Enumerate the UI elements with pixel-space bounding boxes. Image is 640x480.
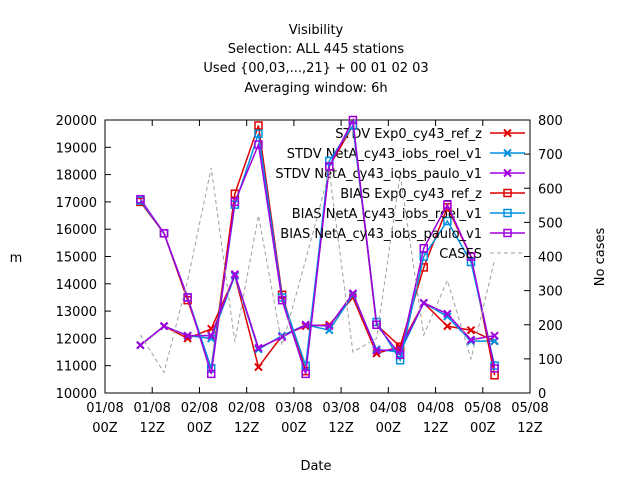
- x-tick-label: 03/08 00Z: [275, 401, 312, 436]
- point: [159, 321, 169, 331]
- y-tick-label: 13000: [56, 305, 97, 320]
- chart-subtitle: Selection: ALL 445 stations: [228, 42, 405, 57]
- point: [372, 320, 381, 329]
- point: [325, 321, 334, 331]
- x-tick-label: 02/08 00Z: [181, 401, 218, 436]
- y2-tick-label: 700: [538, 148, 563, 163]
- point: [419, 298, 428, 308]
- legend-label: BIAS Exp0_cy43_ref_z: [340, 187, 482, 202]
- point: [466, 252, 476, 261]
- series-line: [139, 273, 495, 369]
- y2-tick-label: 800: [538, 114, 563, 129]
- series-line: [139, 117, 496, 375]
- x-tick-label: 04/08 12Z: [417, 401, 454, 436]
- y-tick-label: 10000: [56, 387, 97, 402]
- legend-marker: [503, 208, 512, 218]
- point: [395, 350, 405, 360]
- point: [490, 364, 499, 373]
- point: [183, 331, 192, 340]
- point: [136, 194, 145, 204]
- y-tick-label: 12000: [56, 332, 97, 347]
- x-tick-label: 05/08 12Z: [511, 401, 548, 436]
- point: [466, 335, 476, 344]
- legend-label: STDV NetA_cy43_iobs_paulo_v1: [275, 167, 482, 182]
- point: [301, 369, 310, 379]
- point: [466, 326, 476, 335]
- point: [443, 309, 452, 319]
- point: [136, 341, 145, 350]
- point: [443, 312, 452, 321]
- y2-tick-label: 600: [538, 182, 563, 197]
- point: [277, 295, 287, 305]
- point: [254, 121, 263, 130]
- point: [230, 270, 240, 279]
- y2-axis-label: No cases: [593, 228, 608, 287]
- y2-tick-label: 400: [538, 251, 563, 266]
- point: [254, 362, 263, 372]
- x-tick-label: 01/08 00Z: [86, 401, 123, 436]
- series-line: [139, 123, 496, 369]
- x-tick-label: 01/08 12Z: [133, 401, 170, 436]
- y-tick-label: 15000: [56, 251, 97, 266]
- legend-label: STDV Exp0_cy43_ref_z: [335, 127, 482, 142]
- x-tick-label: 03/08 12Z: [322, 401, 359, 436]
- point: [254, 343, 263, 353]
- x-tick-label: 04/08 00Z: [370, 401, 407, 436]
- point: [348, 115, 358, 125]
- y2-tick-label: 100: [538, 353, 563, 368]
- point: [183, 293, 192, 302]
- point: [348, 289, 358, 298]
- point: [325, 162, 334, 171]
- legend-label: STDV NetA_cy43_iobs_roel_v1: [287, 147, 482, 162]
- x-axis-label: Date: [300, 459, 331, 474]
- legend-marker: [503, 168, 512, 178]
- legend-label: CASES: [439, 247, 482, 262]
- point: [419, 244, 428, 253]
- point: [443, 200, 452, 209]
- point: [207, 369, 216, 379]
- y2-tick-label: 500: [538, 216, 563, 231]
- point: [443, 321, 452, 331]
- point: [395, 355, 405, 365]
- y2-tick-label: 200: [538, 319, 563, 334]
- point: [490, 331, 499, 340]
- y2-tick-label: 300: [538, 285, 563, 300]
- point: [419, 252, 428, 261]
- legend-marker: [503, 188, 512, 198]
- chart-title: Visibility: [289, 23, 344, 38]
- chart-subtitle: Averaging window: 6h: [244, 81, 387, 96]
- y2-tick-label: 0: [538, 387, 546, 402]
- legend-label: BIAS NetA_cy43_iobs_paulo_v1: [280, 227, 482, 242]
- point: [443, 216, 452, 226]
- x-tick-label: 02/08 12Z: [228, 401, 265, 436]
- y-tick-label: 18000: [56, 169, 97, 184]
- point: [254, 140, 263, 149]
- legend-marker: [503, 148, 512, 158]
- y-tick-label: 20000: [56, 114, 97, 129]
- point: [254, 129, 263, 138]
- y-tick-label: 14000: [56, 278, 97, 293]
- chart-subtitle: Used {00,03,...,21} + 00 01 02 03: [203, 61, 428, 76]
- point: [301, 320, 310, 329]
- x-tick-label: 05/08 00Z: [464, 401, 501, 436]
- series-line: [139, 167, 496, 374]
- y-axis-label: m: [10, 251, 23, 266]
- y-tick-label: 19000: [56, 141, 97, 156]
- point: [372, 346, 381, 355]
- y-tick-label: 11000: [56, 360, 97, 375]
- point: [230, 197, 240, 207]
- point: [159, 229, 169, 238]
- legend-label: BIAS NetA_cy43_iobs_roel_v1: [292, 207, 482, 222]
- y-tick-label: 16000: [56, 223, 97, 238]
- point: [207, 331, 216, 340]
- legend-marker: [503, 128, 512, 138]
- legend-marker: [503, 228, 512, 238]
- y-tick-label: 17000: [56, 196, 97, 211]
